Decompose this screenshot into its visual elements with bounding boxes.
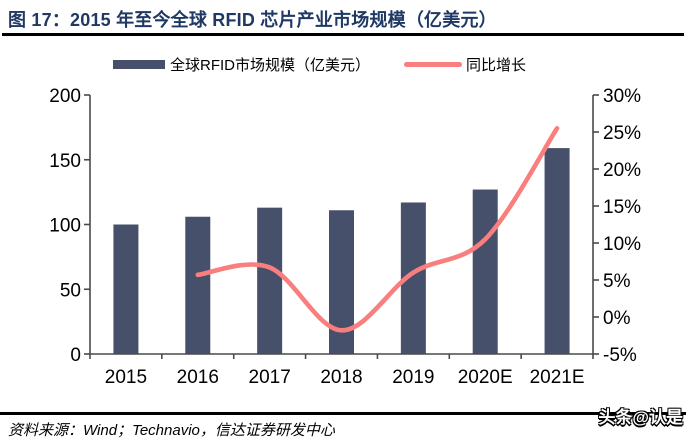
title-rule xyxy=(2,33,684,36)
x-axis-label-2016: 2016 xyxy=(177,367,219,388)
bar-series-swatch xyxy=(113,59,165,69)
legend-item-yoy-growth: 同比增长 xyxy=(404,54,526,75)
line-series-swatch xyxy=(404,61,462,67)
legend-label-yoy-growth: 同比增长 xyxy=(466,56,527,74)
bar-2016 xyxy=(185,216,211,354)
x-axis-label-2020E: 2020E xyxy=(458,367,513,388)
right-axis-label-15%: 15% xyxy=(603,197,641,218)
yoy-growth-line xyxy=(195,126,560,333)
left-axis-label-0: 0 xyxy=(70,345,81,366)
x-axis-label-2017: 2017 xyxy=(249,367,291,388)
left-axis-label-50: 50 xyxy=(60,280,81,301)
legend-label-market-size: 全球RFID市场规模（亿美元） xyxy=(170,56,370,74)
left-axis-label-150: 150 xyxy=(49,151,81,172)
x-axis-label-2021E: 2021E xyxy=(530,367,585,388)
right-axis-label-20%: 20% xyxy=(603,160,641,181)
source-note: 资料来源：Wind；Technavio，信达证券研发中心 xyxy=(8,422,335,439)
right-axis-label-30%: 30% xyxy=(603,86,641,107)
bottom-rule xyxy=(0,412,686,415)
right-axis-label-5%: 5% xyxy=(603,271,631,292)
x-axis-label-2018: 2018 xyxy=(320,367,362,388)
x-axis-label-2015: 2015 xyxy=(105,367,147,388)
left-axis-label-100: 100 xyxy=(49,216,81,237)
bar-2021E xyxy=(544,148,570,354)
right-axis-label--5%: -5% xyxy=(603,345,637,366)
right-axis-label-0%: 0% xyxy=(603,308,631,329)
figure-title: 图 17：2015 年至今全球 RFID 芯片产业市场规模（亿美元） xyxy=(8,10,497,30)
bar-2017 xyxy=(257,207,283,354)
legend-item-market-size: 全球RFID市场规模（亿美元） xyxy=(113,54,370,75)
right-axis-label-25%: 25% xyxy=(603,123,641,144)
left-axis-label-200: 200 xyxy=(49,86,81,107)
x-axis-label-2019: 2019 xyxy=(392,367,434,388)
bar-2020E xyxy=(472,189,498,354)
bar-2015 xyxy=(113,224,139,354)
right-axis-label-10%: 10% xyxy=(603,234,641,255)
chart-legend: 全球RFID市场规模（亿美元） 同比增长 xyxy=(113,54,526,74)
watermark: 头条@认是 xyxy=(598,408,683,427)
